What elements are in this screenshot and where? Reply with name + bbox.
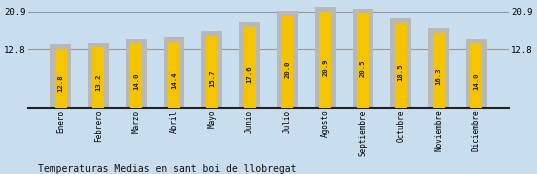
Bar [130, 44, 142, 108]
Text: 14.0: 14.0 [133, 72, 139, 90]
Bar [206, 36, 218, 108]
Text: 20.9: 20.9 [322, 59, 328, 76]
Text: 20.5: 20.5 [360, 60, 366, 77]
Text: 17.6: 17.6 [246, 65, 252, 83]
Text: 18.5: 18.5 [398, 64, 404, 81]
Bar [168, 42, 180, 108]
Bar [244, 27, 256, 108]
Text: 20.0: 20.0 [285, 61, 291, 78]
Bar [239, 22, 260, 108]
Text: 15.7: 15.7 [209, 69, 215, 86]
Bar [164, 37, 184, 108]
Text: 14.0: 14.0 [473, 72, 480, 90]
Text: 14.4: 14.4 [171, 72, 177, 89]
Bar [470, 44, 482, 108]
Bar [126, 39, 147, 108]
Text: Temperaturas Medias en sant boi de llobregat: Temperaturas Medias en sant boi de llobr… [38, 164, 296, 174]
Bar [357, 13, 369, 108]
Bar [92, 47, 105, 108]
Bar [277, 11, 298, 108]
Bar [50, 44, 71, 108]
Text: 16.3: 16.3 [436, 68, 441, 85]
Bar [319, 11, 331, 108]
Bar [201, 31, 222, 108]
Bar [390, 18, 411, 108]
Bar [281, 16, 293, 108]
Text: 13.2: 13.2 [96, 74, 101, 91]
Bar [55, 49, 67, 108]
Bar [315, 7, 336, 108]
Bar [353, 9, 373, 108]
Text: 12.8: 12.8 [57, 75, 64, 92]
Bar [466, 39, 487, 108]
Bar [432, 33, 445, 108]
Bar [88, 43, 109, 108]
Bar [395, 23, 407, 108]
Bar [428, 28, 449, 108]
